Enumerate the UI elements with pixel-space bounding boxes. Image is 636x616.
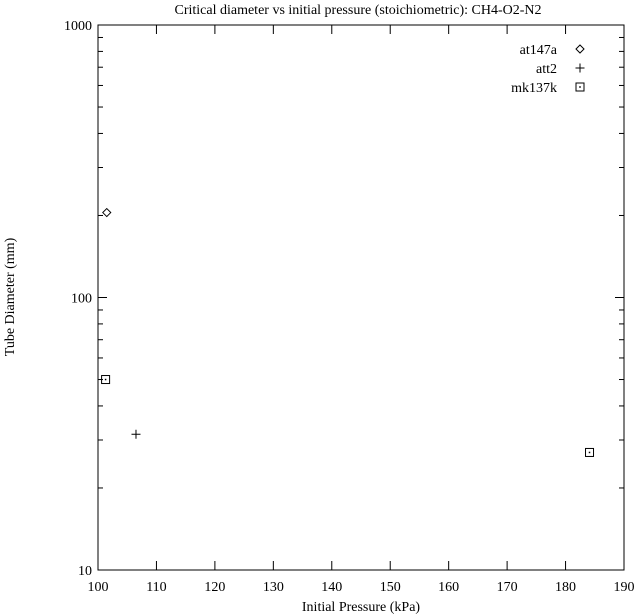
- y-tick-label: 1000: [64, 19, 92, 34]
- x-tick-label: 120: [204, 580, 225, 595]
- legend-label: mk137k: [511, 81, 557, 96]
- x-tick-label: 170: [497, 580, 518, 595]
- data-marks: [101, 207, 595, 457]
- data-point-att2: [131, 429, 141, 439]
- x-tick-label: 180: [555, 580, 576, 595]
- chart-title: Critical diameter vs initial pressure (s…: [174, 3, 541, 18]
- y-tick-label: 100: [71, 292, 92, 307]
- legend-label: att2: [536, 62, 557, 77]
- y-tick-label: 10: [78, 564, 92, 579]
- y-axis-label: Tube Diameter (mm): [3, 237, 18, 356]
- x-tick-label: 140: [321, 580, 342, 595]
- legend-marker-mk137k: [575, 82, 585, 92]
- data-point-mk137k: [585, 447, 595, 457]
- data-point-mk137k: [101, 375, 111, 385]
- x-axis-label: Initial Pressure (kPa): [302, 600, 421, 615]
- x-tick-label: 190: [614, 580, 635, 595]
- x-tick-label: 110: [146, 580, 166, 595]
- x-tick-label: 130: [263, 580, 284, 595]
- y-axis: 10 100 1000: [64, 19, 624, 579]
- plot-frame: [97, 24, 625, 571]
- legend-label: at147a: [520, 43, 558, 58]
- x-tick-label: 160: [438, 580, 459, 595]
- data-point-at147a: [102, 207, 112, 218]
- legend: at147a att2 mk137k: [511, 43, 585, 96]
- x-tick-label: 100: [88, 580, 109, 595]
- x-tick-label: 150: [380, 580, 401, 595]
- legend-marker-att2: [575, 63, 585, 73]
- x-axis: 100 110 120 130 140 150 160 170 180 190: [88, 25, 635, 595]
- legend-marker-at147a: [575, 44, 585, 54]
